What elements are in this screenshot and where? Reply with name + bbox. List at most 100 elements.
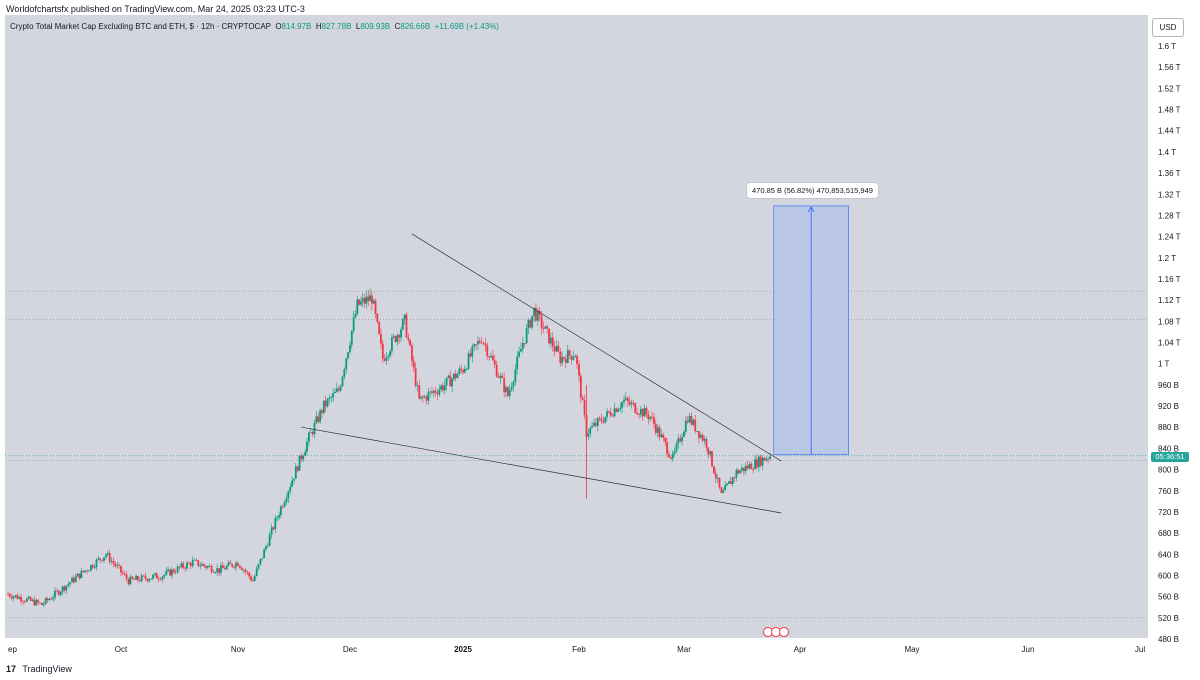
candle-body (684, 420, 687, 432)
candle-body (65, 585, 68, 591)
low-value: 809.93B (360, 22, 391, 31)
candle-body (16, 595, 19, 599)
candle-body (656, 427, 659, 433)
candle-body (651, 416, 653, 418)
candle-body (170, 569, 173, 576)
candle-body (755, 459, 758, 468)
candle-body (246, 571, 249, 573)
candle-body (600, 418, 603, 422)
candle-body (688, 416, 691, 423)
candle-body (80, 570, 83, 579)
candle-body (434, 390, 437, 394)
candle-body (548, 328, 550, 344)
candle-body (255, 568, 258, 576)
candle-body (705, 438, 708, 448)
y-tick-label: 960 B (1158, 381, 1179, 390)
y-tick-label: 640 B (1158, 550, 1179, 559)
candle-body (507, 387, 509, 396)
candle-body (731, 477, 734, 485)
candle-body (197, 560, 200, 567)
candle-body (140, 575, 143, 582)
candle-body (44, 598, 47, 604)
candle-body (649, 416, 652, 420)
candle-body (150, 578, 153, 580)
candle-body (268, 534, 271, 546)
candle-body (138, 580, 141, 582)
candle-body (54, 590, 56, 598)
candle-body (332, 392, 335, 398)
y-tick-label: 680 B (1158, 529, 1179, 538)
candle-body (182, 563, 185, 568)
candle-body (86, 570, 88, 572)
candle-body (274, 517, 277, 530)
candle-body (293, 478, 295, 481)
candle-body (752, 469, 755, 470)
candle-body (611, 415, 614, 417)
candle-body (91, 565, 94, 568)
candle-body (544, 326, 547, 329)
candle-body (619, 407, 622, 410)
candle-body (709, 451, 712, 455)
candle-body (563, 357, 565, 359)
open-value: 814.97B (281, 22, 312, 31)
currency-button[interactable]: USD (1152, 18, 1184, 37)
candle-body (56, 590, 58, 592)
candle-body (216, 568, 219, 573)
candle-body (35, 600, 38, 606)
candle-body (630, 402, 633, 405)
candle-body (551, 337, 554, 347)
candle-body (523, 343, 526, 344)
candle-body (167, 569, 169, 571)
candle-body (63, 586, 66, 591)
candle-body (339, 386, 342, 391)
y-tick-label: 760 B (1158, 487, 1179, 496)
candle-body (199, 565, 202, 567)
candle-body (442, 385, 444, 391)
candle-body (713, 466, 715, 474)
candle-body (478, 341, 481, 343)
candle-body (432, 390, 435, 393)
candle-body (289, 486, 292, 492)
candle-body (208, 566, 211, 567)
candle-body (380, 333, 382, 344)
low-label: L (355, 22, 361, 31)
candle-body (653, 416, 655, 424)
candle-body (555, 345, 558, 352)
candle-body (116, 565, 119, 567)
candle-body (716, 477, 719, 479)
candle-body (389, 351, 391, 356)
candle-body (266, 545, 269, 547)
candle-body (95, 559, 98, 568)
candle-body (735, 470, 738, 478)
candle-body (127, 578, 130, 585)
candle-body (634, 403, 637, 413)
candle-body (20, 597, 22, 602)
y-tick-label: 840 B (1158, 444, 1179, 453)
candle-body (304, 451, 307, 456)
chart-plot-area[interactable] (5, 15, 1148, 638)
candle-body (690, 416, 693, 425)
tradingview-footer[interactable]: 17 TradingView (6, 664, 72, 674)
candle-body (737, 470, 740, 474)
candle-body (654, 423, 657, 433)
candle-body (365, 296, 368, 304)
candle-body (572, 357, 575, 360)
candle-body (557, 345, 560, 352)
candle-body (613, 408, 616, 417)
measure-label: 470.85 B (56.82%) 470,853,515,949 (747, 183, 878, 198)
x-tick-label: Feb (572, 645, 586, 654)
candle-body (358, 299, 360, 305)
candle-body (645, 408, 648, 415)
symbol-legend[interactable]: Crypto Total Market Cap Excluding BTC an… (10, 22, 499, 31)
candle-body (692, 419, 695, 425)
candle-body (103, 557, 105, 561)
change-value: +11.69B (+1.43%) (434, 22, 499, 31)
x-tick-label: ep (8, 645, 17, 654)
candle-body (188, 562, 190, 564)
x-tick-label: Jun (1022, 645, 1035, 654)
candle-body (69, 582, 71, 585)
candle-body (767, 458, 770, 460)
candle-body (31, 599, 34, 601)
candle-body (101, 559, 104, 561)
